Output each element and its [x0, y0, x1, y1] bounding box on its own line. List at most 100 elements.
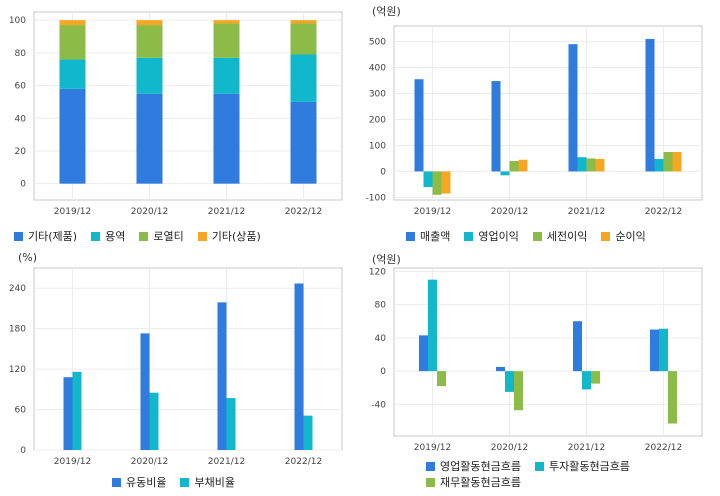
x-tick-label: 2022/12 [645, 443, 682, 453]
y-tick-label: 400 [369, 64, 386, 74]
legend-item[interactable]: 기타(제품) [14, 228, 77, 244]
x-tick-label: 2019/12 [54, 207, 91, 217]
bar [650, 329, 659, 372]
bar [659, 328, 668, 372]
legend-item[interactable]: 순이익 [601, 228, 646, 244]
legend-label: 기타(제품) [28, 230, 78, 243]
y-tick-label: 0 [20, 180, 26, 190]
legend-item[interactable]: 기타(상품) [197, 228, 261, 244]
legend-item[interactable]: 세전이익 [532, 228, 587, 244]
bar [437, 371, 446, 387]
legend-item[interactable]: 부채비율 [180, 474, 235, 490]
bar [419, 335, 428, 372]
legend-swatch [112, 477, 121, 487]
legend-swatch [534, 461, 544, 471]
y-tick-label: 40 [15, 114, 27, 124]
bar [226, 398, 236, 450]
bar [59, 20, 86, 26]
bar [136, 25, 163, 58]
legend-item[interactable]: 투자활동현금흐름 [534, 458, 630, 474]
legend-item[interactable]: 영업이익 [464, 228, 519, 244]
x-tick-label: 2022/12 [285, 207, 322, 217]
legend-swatch [91, 231, 101, 241]
y-tick-label: 120 [9, 365, 26, 375]
y-tick-label: 240 [9, 284, 26, 294]
y-tick-label: 40 [375, 334, 387, 344]
bar [509, 161, 519, 172]
bar [573, 321, 582, 372]
bar [140, 333, 150, 450]
bar [514, 371, 523, 411]
bar [668, 371, 677, 424]
bar [423, 171, 433, 188]
bar [72, 371, 82, 450]
legend-item[interactable]: 매출액 [406, 228, 450, 244]
bar [577, 157, 587, 172]
bar [63, 377, 73, 450]
chart-product-mix-svg: 0 20 40 60 80 100 2019/12 2020/12 2021/12 2022/12 [9, 11, 343, 217]
bar [505, 371, 514, 392]
x-tick-label: 2019/12 [414, 443, 451, 453]
chart-cashflow: (억원) -40 0 40 80 120 2019/12 2020/12 2021/12 202… [360, 248, 720, 496]
legend-swatch [426, 477, 435, 487]
bar [591, 371, 600, 384]
bar [441, 171, 451, 194]
y-tick-label: 120 [369, 267, 386, 277]
chart-cashflow-svg: -40 0 40 80 120 2019/12 2020/12 2021/12 2022/12 [369, 267, 703, 453]
y-tick-label: 80 [375, 301, 387, 311]
chart-unit-label: (%) [18, 251, 38, 264]
bar [595, 158, 605, 172]
bar [213, 23, 240, 58]
legend-item[interactable]: 유동비율 [112, 474, 166, 490]
x-tick-label: 2019/12 [54, 457, 91, 467]
legend-label: 매출액 [420, 230, 451, 243]
chart-legend: 매출액 영업이익 세전이익 순이익 [406, 228, 706, 244]
bar [290, 20, 317, 24]
bar [290, 54, 317, 102]
x-tick-label: 2021/12 [208, 457, 245, 467]
x-tick-label: 2022/12 [645, 207, 682, 217]
legend-swatch [180, 477, 190, 487]
x-tick-label: 2020/12 [491, 443, 528, 453]
chart-unit-label: (억원) [372, 253, 401, 266]
plot-area [33, 267, 343, 451]
bar [136, 20, 163, 26]
legend-label: 로열티 [153, 230, 184, 243]
y-tick-label: 20 [15, 147, 27, 157]
bar [59, 25, 86, 60]
y-tick-label: 80 [15, 49, 27, 59]
x-tick-label: 2021/12 [568, 207, 605, 217]
y-tick-label: 500 [369, 38, 386, 48]
y-tick-label: 100 [9, 16, 26, 26]
bar [136, 57, 163, 94]
legend-label: 부채비율 [194, 476, 235, 489]
x-tick-label: 2020/12 [491, 207, 528, 217]
y-tick-label: 0 [20, 446, 26, 456]
legend-swatch [14, 231, 23, 241]
bar [59, 59, 86, 89]
bar [645, 38, 655, 172]
legend-item[interactable]: 영업활동현금흐름 [426, 458, 521, 474]
legend-label: 재무활동현금흐름 [440, 476, 521, 489]
bar [217, 302, 227, 450]
y-tick-label: 300 [369, 90, 386, 100]
x-tick-label: 2021/12 [568, 443, 605, 453]
legend-item[interactable]: 용역 [91, 228, 125, 244]
legend-label: 투자활동현금흐름 [548, 460, 630, 473]
chart-product-mix: 0 20 40 60 80 100 2019/12 2020/12 2021/12 2022/12… [0, 0, 360, 250]
legend-label: 기타(상품) [211, 230, 261, 243]
bar [663, 151, 673, 172]
legend-label: 영업이익 [478, 230, 519, 243]
legend-item[interactable]: 재무활동현금흐름 [426, 474, 521, 490]
y-tick-label: -100 [366, 193, 387, 203]
bar [582, 371, 591, 390]
legend-swatch [426, 461, 435, 471]
bar [213, 93, 240, 184]
legend-swatch [139, 231, 149, 241]
bar [149, 392, 159, 450]
legend-item[interactable]: 로열티 [139, 228, 184, 244]
x-tick-label: 2021/12 [208, 207, 245, 217]
bar [568, 44, 578, 172]
chart-income: (억원) -100 0 100 200 300 400 500 2019/12 2020/12 2… [360, 0, 720, 250]
